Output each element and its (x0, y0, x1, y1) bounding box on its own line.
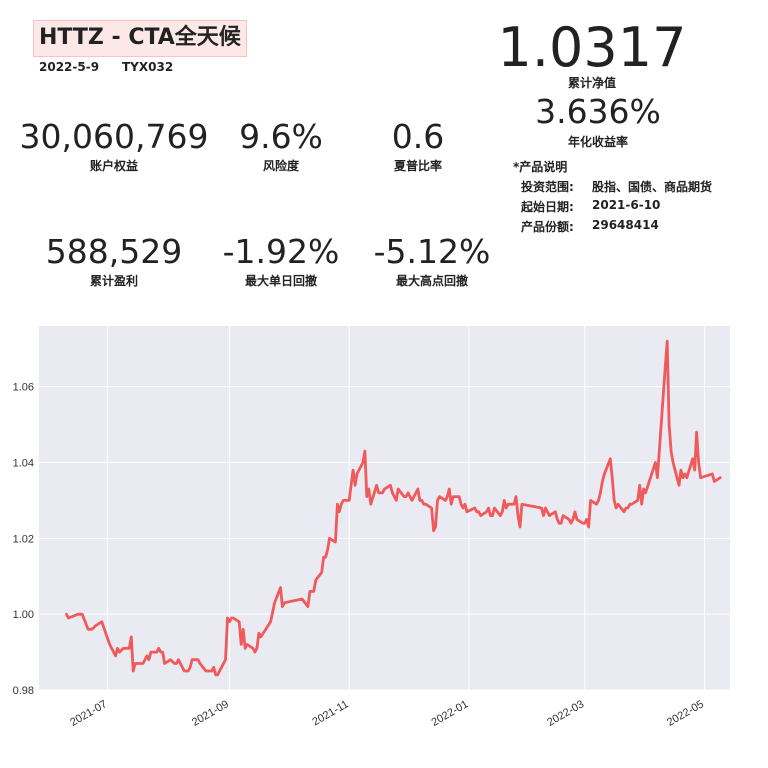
profit-value: 588,529 (45, 232, 183, 271)
x-tick-label: 2021-09 (190, 698, 231, 729)
max-drawdown-label: 最大高点回撤 (395, 274, 468, 288)
profit-label: 累计盈利 (89, 274, 138, 288)
annual-return-value: 3.636% (535, 92, 661, 131)
y-tick-label: 1.02 (13, 533, 34, 545)
nav-label: 累计净值 (567, 76, 616, 90)
risk-value: 9.6% (239, 117, 323, 156)
report-title: HTTZ - CTA全天候 (33, 20, 247, 57)
investment-scope-key: 投资范围: (521, 180, 574, 194)
y-tick-label: 1.04 (13, 458, 34, 470)
sharpe-value: 0.6 (391, 117, 445, 156)
y-tick-label: 0.98 (13, 685, 34, 697)
sharpe-label: 夏普比率 (393, 159, 442, 173)
y-tick-label: 1.06 (13, 382, 34, 394)
risk-label: 风险度 (262, 159, 299, 173)
investment-scope-value: 股指、国债、商品期货 (592, 180, 713, 194)
x-tick-label: 2022-01 (429, 698, 470, 729)
y-tick-label: 1.00 (13, 609, 34, 621)
equity-value: 30,060,769 (19, 117, 209, 156)
x-tick-label: 2022-03 (545, 698, 586, 729)
max-daily-drawdown-label: 最大单日回撤 (244, 274, 317, 288)
start-date-key: 起始日期: (521, 200, 574, 214)
x-tick-label: 2021-11 (310, 698, 350, 728)
report-date: 2022-5-9 (39, 60, 100, 74)
max-drawdown-value: -5.12% (373, 232, 491, 271)
annual-return-label: 年化收益率 (567, 135, 628, 149)
max-daily-drawdown-value: -1.92% (222, 232, 340, 271)
x-tick-label: 2022-05 (665, 698, 706, 729)
nav-series-line (65, 339, 722, 677)
product-shares-value: 29648414 (592, 218, 659, 232)
nav-value: 1.0317 (497, 16, 687, 79)
product-code: TYX032 (122, 60, 174, 74)
product-notes-heading: *产品说明 (513, 160, 568, 174)
equity-label: 账户权益 (89, 159, 138, 173)
start-date-value: 2021-6-10 (592, 198, 661, 212)
product-shares-key: 产品份额: (521, 220, 574, 234)
x-tick-label: 2021-07 (68, 698, 109, 729)
